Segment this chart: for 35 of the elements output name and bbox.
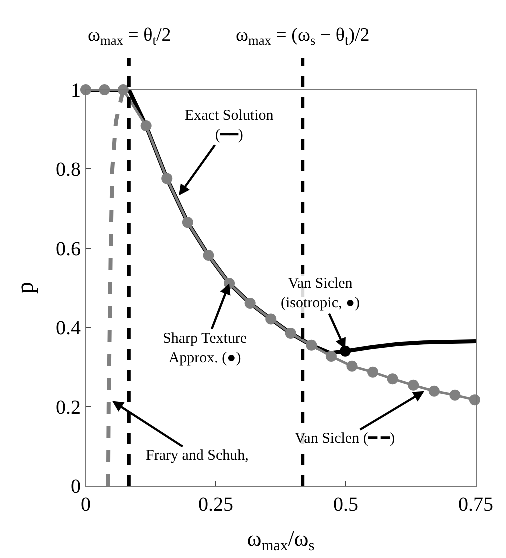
- point: [203, 250, 214, 262]
- point: [469, 394, 480, 406]
- point: [450, 390, 461, 401]
- y-axis-title: p: [13, 282, 40, 294]
- point: [285, 328, 296, 340]
- point: [428, 386, 440, 397]
- x-tick-label: 0.5: [334, 494, 358, 516]
- annotation: Exact Solution (━━): [185, 108, 274, 144]
- y-tick-label: 0.6: [56, 238, 81, 260]
- point: [346, 360, 358, 372]
- x-tick-label: 0.75: [458, 494, 494, 516]
- point: [340, 346, 351, 357]
- y-tick-label: 0: [71, 476, 81, 498]
- annotation: Van Siclen (isotropic, ●): [281, 276, 360, 312]
- point: [140, 120, 152, 132]
- annotation: Sharp Texture Approx. (●): [163, 331, 248, 366]
- annotation: Van Siclen (━ ━): [295, 431, 396, 447]
- x-axis-title: ω$_{max}$/ω$_{s}$: [247, 526, 315, 555]
- y-tick-label: 1: [71, 80, 81, 102]
- y-tick-label: 0.8: [56, 159, 81, 182]
- y-tick-label: 0.4: [56, 318, 81, 340]
- point: [387, 374, 398, 385]
- point: [182, 217, 194, 228]
- point: [244, 298, 256, 309]
- point: [326, 351, 337, 362]
- ref-line-label: ω$_{max}$ = (ω$_{s}$ − θ$_{t}$)/2: [236, 25, 370, 48]
- ref-line-label: ω$_{max}$ = θ$_{t}$/2: [88, 25, 172, 48]
- x-tick-label: 0.25: [198, 494, 234, 516]
- point: [408, 380, 420, 391]
- y-tick-label: 0.2: [56, 396, 81, 419]
- point: [162, 173, 173, 184]
- point: [266, 314, 277, 325]
- point: [368, 366, 379, 378]
- point: [306, 340, 318, 351]
- annotation: Frary and Schuh,: [146, 448, 249, 464]
